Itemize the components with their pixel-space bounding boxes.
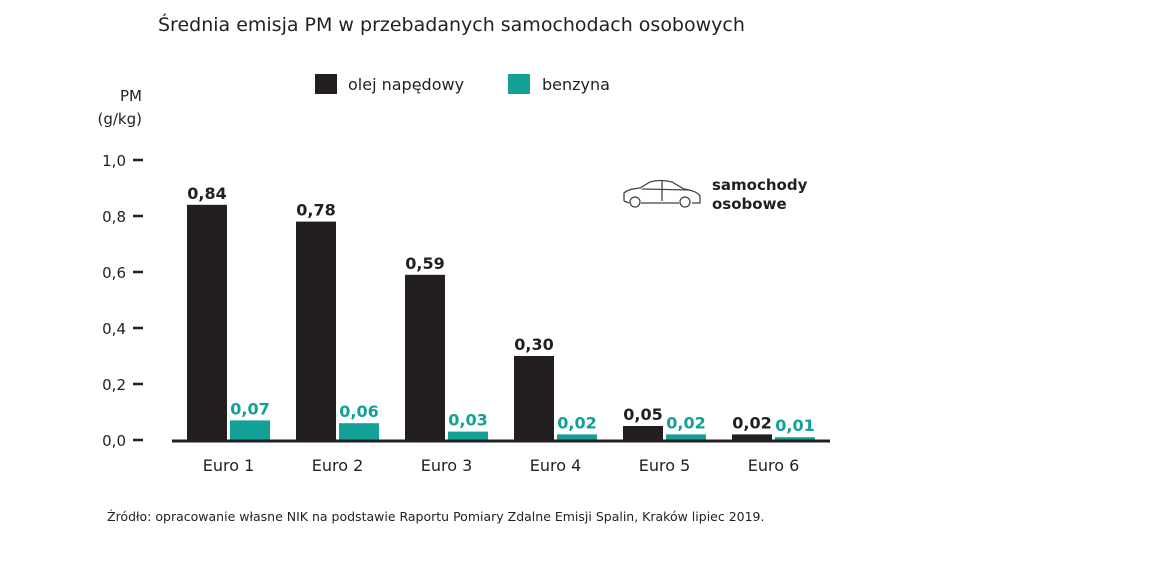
x-tick-label: Euro 3 [421,456,473,475]
bar-diesel [405,274,445,441]
data-label: 0,03 [448,411,487,430]
data-label: 0,06 [339,402,378,421]
y-tick-label: 0,0 [102,432,126,450]
data-label: 0,59 [405,254,444,273]
x-tick-label: Euro 6 [748,456,800,475]
bar-diesel [187,204,227,441]
y-tick-label: 0,4 [102,320,126,338]
y-axis-label-units: (g/kg) [98,110,143,128]
bar-diesel [296,221,336,441]
bar-diesel [732,434,772,441]
data-label: 0,30 [514,335,553,354]
annotation-line2: osobowe [712,195,787,213]
data-label: 0,78 [296,201,335,220]
legend-label-petrol: benzyna [542,75,610,94]
annotation: samochody osobowe [623,176,808,213]
data-label: 0,02 [666,413,705,432]
annotation-line1: samochody [712,176,808,194]
data-label: 0,02 [732,413,771,432]
legend-label-diesel: olej napędowy [348,75,464,94]
data-label: 0,01 [775,416,814,435]
data-label: 0,84 [187,184,226,203]
y-axis: 0,0 0,2 0,4 0,6 0,8 1,0 [102,152,143,450]
source-note: Źródło: opracowanie własne NIK na podsta… [107,509,764,524]
legend-swatch-petrol [508,74,530,94]
x-tick-label: Euro 4 [530,456,582,475]
legend: olej napędowy benzyna [315,74,610,94]
x-tick-label: Euro 1 [203,456,255,475]
y-tick-label: 0,2 [102,376,126,394]
y-tick-label: 0,8 [102,208,126,226]
data-label: 0,02 [557,413,596,432]
y-tick-label: 1,0 [102,152,126,170]
y-axis-label-unit: PM [120,87,142,105]
data-label: 0,05 [623,405,662,424]
chart-title: Średnia emisja PM w przebadanych samocho… [158,12,745,36]
bar-petrol [666,434,706,441]
bar-diesel [623,426,663,441]
y-tick-label: 0,6 [102,264,126,282]
bar-petrol [230,420,270,441]
bar-diesel [514,356,554,441]
x-axis: Euro 1 Euro 2 Euro 3 Euro 4 Euro 5 Euro 6 [203,456,800,475]
bars: 0,840,070,780,060,590,030,300,02 0,05 0,02… [187,184,815,441]
data-label: 0,07 [230,399,269,418]
x-tick-label: Euro 2 [312,456,364,475]
x-tick-label: Euro 5 [639,456,691,475]
bar-petrol [775,437,815,441]
bar-petrol [339,423,379,441]
legend-swatch-diesel [315,74,337,94]
bar-petrol [448,431,488,441]
car-icon [623,179,701,208]
bar-petrol [557,434,597,441]
